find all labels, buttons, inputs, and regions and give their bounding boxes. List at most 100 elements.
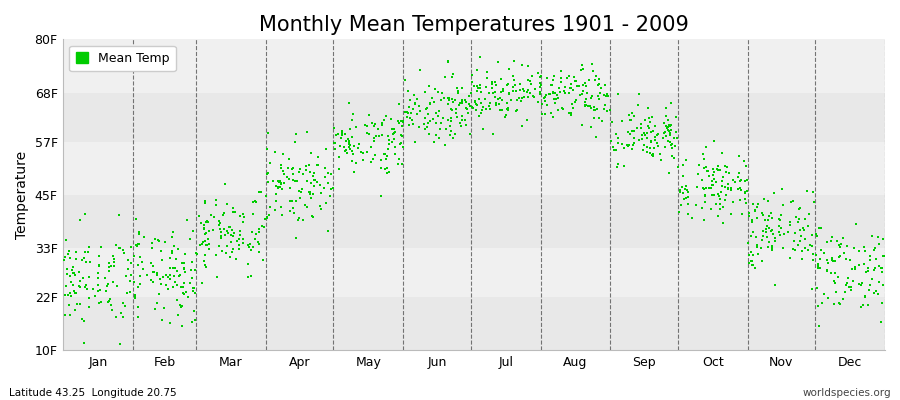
- Point: [396, 118, 410, 124]
- Point: [64, 292, 78, 299]
- Point: [678, 186, 692, 192]
- Point: [501, 66, 516, 72]
- Point: [676, 162, 690, 168]
- Point: [582, 103, 597, 109]
- Point: [765, 246, 779, 253]
- Point: [690, 171, 705, 178]
- Point: [792, 205, 806, 211]
- Point: [445, 115, 459, 121]
- Point: [418, 115, 432, 121]
- Point: [795, 247, 809, 254]
- Point: [663, 122, 678, 128]
- Point: [586, 107, 600, 113]
- Point: [92, 300, 106, 306]
- Point: [718, 191, 733, 198]
- Point: [434, 120, 448, 126]
- Point: [705, 181, 719, 188]
- Point: [746, 262, 760, 269]
- Point: [744, 248, 759, 255]
- Point: [273, 184, 287, 190]
- Point: [547, 100, 562, 106]
- Point: [156, 274, 170, 280]
- Point: [214, 233, 229, 240]
- Point: [109, 313, 123, 320]
- Point: [522, 78, 536, 85]
- Point: [429, 132, 444, 138]
- Point: [149, 272, 164, 278]
- Point: [643, 145, 657, 152]
- Point: [161, 286, 176, 292]
- Point: [851, 248, 866, 254]
- Point: [842, 283, 856, 290]
- Point: [163, 255, 177, 261]
- Point: [702, 173, 716, 180]
- Point: [507, 58, 521, 64]
- Point: [862, 287, 877, 293]
- Point: [554, 78, 569, 85]
- Point: [251, 240, 266, 247]
- Point: [177, 265, 192, 271]
- Point: [63, 255, 77, 261]
- Point: [73, 300, 87, 307]
- Point: [711, 163, 725, 169]
- Point: [421, 110, 436, 117]
- Point: [711, 213, 725, 219]
- Point: [698, 199, 712, 206]
- Point: [412, 67, 427, 74]
- Point: [841, 243, 855, 250]
- Point: [308, 177, 322, 183]
- Point: [836, 296, 850, 302]
- Point: [90, 275, 104, 282]
- Point: [464, 104, 479, 110]
- Point: [307, 170, 321, 176]
- Point: [595, 118, 609, 124]
- Point: [114, 310, 129, 316]
- Point: [176, 284, 191, 290]
- Point: [583, 105, 598, 112]
- Point: [154, 248, 168, 254]
- Point: [405, 120, 419, 127]
- Point: [257, 216, 272, 222]
- Point: [196, 239, 211, 245]
- Point: [398, 76, 412, 83]
- Point: [563, 80, 578, 87]
- Point: [151, 236, 166, 243]
- Point: [704, 185, 718, 191]
- Point: [282, 156, 296, 162]
- Point: [839, 256, 853, 262]
- Point: [810, 285, 824, 292]
- Point: [233, 232, 248, 238]
- Point: [442, 95, 456, 102]
- Point: [379, 113, 393, 119]
- Point: [444, 106, 458, 112]
- Point: [544, 109, 558, 116]
- Text: Latitude 43.25  Longitude 20.75: Latitude 43.25 Longitude 20.75: [9, 388, 176, 398]
- Point: [105, 253, 120, 260]
- Point: [113, 245, 128, 251]
- Point: [580, 90, 594, 96]
- Point: [482, 103, 496, 109]
- Point: [287, 178, 302, 184]
- Point: [224, 239, 238, 245]
- Point: [431, 113, 446, 119]
- Point: [635, 136, 650, 142]
- Point: [625, 128, 639, 134]
- Point: [564, 85, 579, 92]
- Point: [146, 279, 160, 286]
- Point: [600, 108, 615, 114]
- Point: [289, 198, 303, 204]
- Point: [266, 178, 280, 184]
- Point: [755, 237, 770, 243]
- Point: [500, 106, 514, 112]
- Point: [352, 141, 366, 148]
- Point: [760, 223, 774, 229]
- Point: [663, 142, 678, 148]
- Point: [252, 226, 266, 232]
- Point: [254, 189, 268, 195]
- Point: [748, 208, 762, 215]
- Point: [580, 102, 595, 109]
- Point: [403, 115, 418, 121]
- Point: [645, 113, 660, 120]
- Point: [716, 204, 730, 210]
- Point: [178, 251, 193, 258]
